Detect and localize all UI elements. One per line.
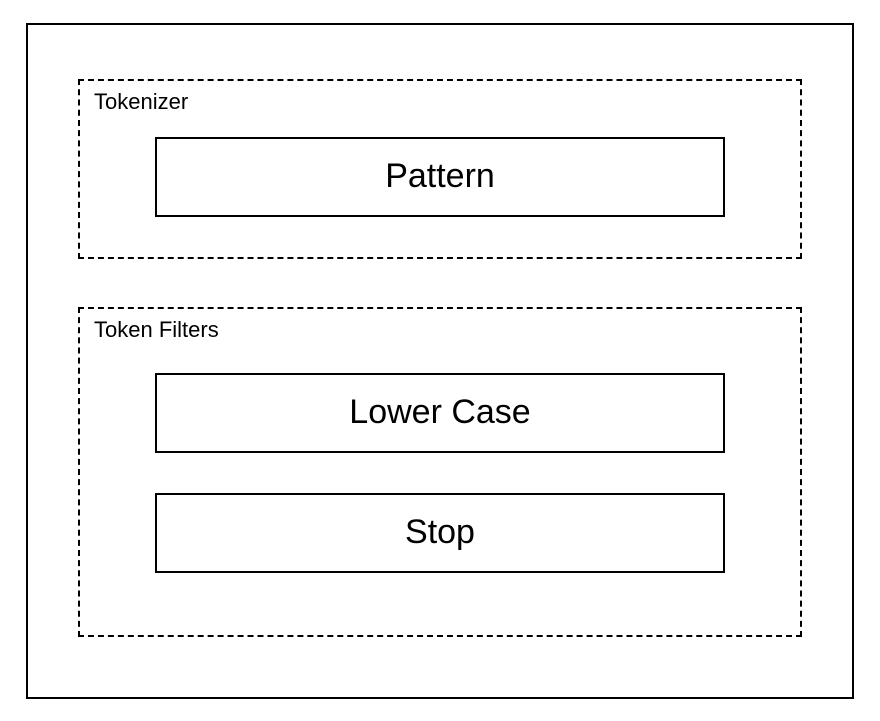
token-filters-group-title: Token Filters <box>94 317 219 343</box>
lower-case-box: Lower Case <box>155 373 725 453</box>
diagram-outer-container: Tokenizer Pattern Token Filters Lower Ca… <box>26 23 854 699</box>
tokenizer-boxes: Pattern <box>155 81 725 217</box>
stop-box: Stop <box>155 493 725 573</box>
pattern-box: Pattern <box>155 137 725 217</box>
tokenizer-group-title: Tokenizer <box>94 89 188 115</box>
tokenizer-group: Tokenizer Pattern <box>78 79 802 259</box>
token-filters-group: Token Filters Lower Case Stop <box>78 307 802 637</box>
token-filters-boxes: Lower Case Stop <box>155 309 725 573</box>
